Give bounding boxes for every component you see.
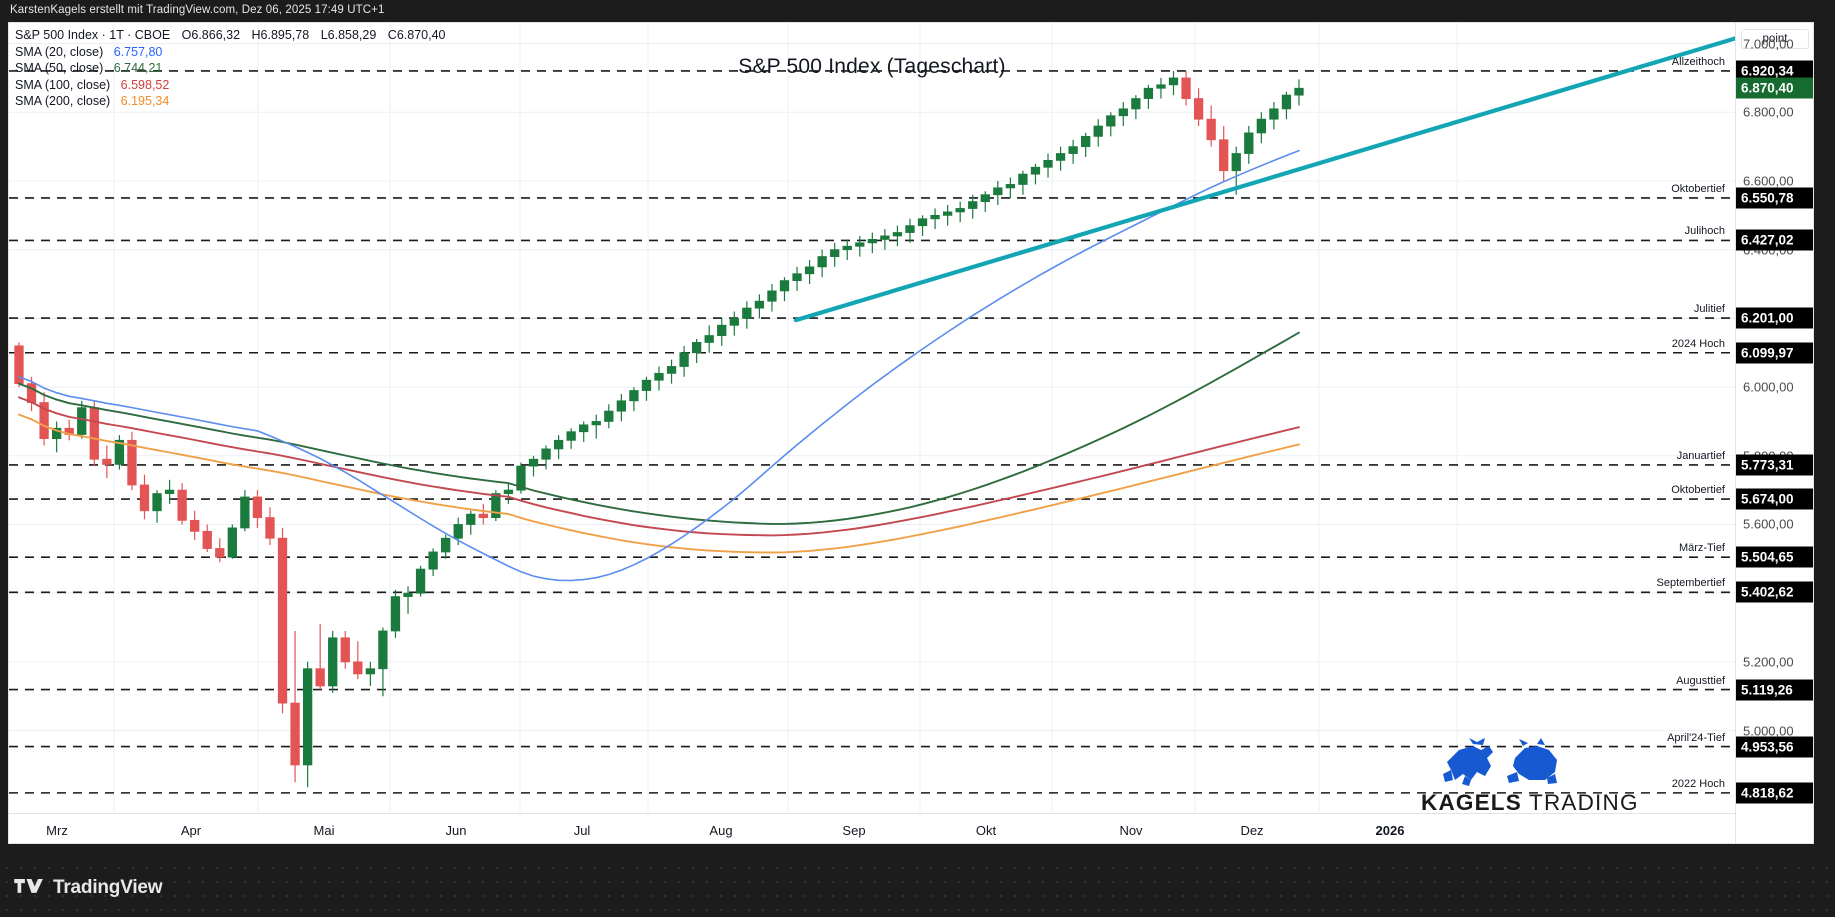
legend-sma200-value: 6.195,34 xyxy=(120,94,170,108)
time-axis-label: Jul xyxy=(573,823,591,838)
legend-sma20-value: 6.757,80 xyxy=(113,44,163,59)
time-axis-label: Aug xyxy=(709,823,733,838)
level-name-label: 2022 Hoch xyxy=(1671,777,1725,790)
kagels-wordmark: KAGELS TRADING xyxy=(1421,790,1639,816)
price-tick: 5.600,00 xyxy=(1743,516,1794,532)
time-axis-label: Dez xyxy=(1240,823,1264,838)
legend-sma50-row[interactable]: SMA (50, close) 6.744,21 xyxy=(15,60,445,77)
level-name-label: März-Tief xyxy=(1678,542,1725,555)
price-level-badge[interactable]: 6.427,02 xyxy=(1736,229,1813,251)
legend-symbol: S&P 500 Index · 1T · CBOE xyxy=(15,28,171,42)
level-name-label: Oktobertief xyxy=(1671,182,1725,195)
time-axis-label: 2026 xyxy=(1375,823,1405,838)
legend-sma50-label: SMA (50, close) xyxy=(15,61,104,75)
chart-panel[interactable]: S&P 500 Index (Tageschart) S&P 500 Index… xyxy=(8,22,1814,844)
chart-legend: S&P 500 Index · 1T · CBOE O6.866,32 H6.8… xyxy=(15,27,445,110)
tradingview-logo[interactable]: TradingView xyxy=(14,877,163,899)
time-axis-label: Nov xyxy=(1119,823,1143,838)
legend-sma100-row[interactable]: SMA (100, close) 6.598,52 xyxy=(15,77,445,94)
level-name-label: Julihoch xyxy=(1684,225,1725,238)
time-axis-label: Okt xyxy=(975,823,997,838)
price-tick: 7.000,00 xyxy=(1743,36,1794,52)
tradingview-mark-icon xyxy=(14,879,43,893)
price-level-badge[interactable]: 6.550,78 xyxy=(1736,187,1813,209)
price-unit-chip[interactable]: point xyxy=(1741,29,1809,49)
chart-plot-area[interactable] xyxy=(9,23,1735,813)
candlestick-chart-svg xyxy=(9,23,1735,813)
price-level-badge[interactable]: 4.818,62 xyxy=(1736,782,1813,804)
level-name-label: Julitief xyxy=(1693,303,1725,316)
level-name-label: Oktobertief xyxy=(1671,484,1725,497)
price-level-badge[interactable]: 6.201,00 xyxy=(1736,307,1813,329)
legend-open: O6.866,32 xyxy=(181,28,241,42)
price-level-badge[interactable]: 5.773,31 xyxy=(1736,454,1813,476)
price-tick: 6.000,00 xyxy=(1743,379,1794,395)
legend-sma200-label: SMA (200, close) xyxy=(15,94,111,108)
price-tick: 6.600,00 xyxy=(1743,173,1794,189)
trading-word: TRADING xyxy=(1521,790,1639,815)
legend-sma20-label: SMA (20, close) xyxy=(15,44,104,59)
kagels-trading-logo: KAGELS TRADING xyxy=(1421,736,1639,816)
price-axis[interactable]: point 7.000,006.800,006.600,006.400,006.… xyxy=(1735,23,1813,843)
legend-sma100-value: 6.598,52 xyxy=(120,77,170,92)
time-axis-label: Apr xyxy=(180,823,202,838)
price-level-badge[interactable]: 5.674,00 xyxy=(1736,488,1813,510)
price-level-badge[interactable]: 5.402,62 xyxy=(1736,581,1813,603)
price-level-badge[interactable]: 5.504,65 xyxy=(1736,546,1813,568)
level-name-label: Januartief xyxy=(1676,449,1725,462)
legend-sma200-row[interactable]: SMA (200, close) 6.195,34 xyxy=(15,93,445,110)
time-axis[interactable]: Mrz Apr Mai Jun Jul Aug Sep Okt Nov Dez 2026 xyxy=(9,813,1813,843)
legend-sma50-value: 6.744,21 xyxy=(113,61,163,75)
price-level-badge[interactable]: 6.920,34 xyxy=(1736,60,1813,82)
time-axis-label: Sep xyxy=(842,823,866,838)
time-axis-label: Mrz xyxy=(46,823,68,838)
level-name-label: April'24-Tief xyxy=(1667,731,1725,744)
level-name-label: Allzeithoch xyxy=(1671,55,1725,68)
last-price-badge[interactable]: 6.870,40 xyxy=(1736,77,1813,99)
price-level-badge[interactable]: 4.953,56 xyxy=(1736,736,1813,758)
page-title: S&P 500 Index (Tageschart) xyxy=(738,55,1006,78)
price-tick: 5.200,00 xyxy=(1743,654,1794,670)
level-name-label: Augusttief xyxy=(1676,674,1725,687)
legend-close: C6.870,40 xyxy=(387,28,446,42)
tradingview-footer-bar: TradingView xyxy=(0,861,1835,917)
attribution-bar: KarstenKagels erstellt mit TradingView.c… xyxy=(0,0,1835,20)
price-tick: 5.000,00 xyxy=(1743,723,1794,739)
legend-sma20-row[interactable]: SMA (20, close) 6.757,80 xyxy=(15,44,445,61)
level-name-label: Septembertief xyxy=(1656,577,1725,590)
legend-high: H6.895,78 xyxy=(251,28,310,42)
time-axis-label: Mai xyxy=(313,823,335,838)
price-tick: 6.800,00 xyxy=(1743,104,1794,120)
time-axis-label: Jun xyxy=(445,823,467,838)
price-level-badge[interactable]: 6.099,97 xyxy=(1736,342,1813,364)
bull-and-bear-icon xyxy=(1443,738,1557,786)
kagels-word: KAGELS xyxy=(1421,790,1522,815)
price-level-badge[interactable]: 5.119,26 xyxy=(1736,679,1813,701)
legend-symbol-row[interactable]: S&P 500 Index · 1T · CBOE O6.866,32 H6.8… xyxy=(15,27,445,44)
legend-low: L6.858,29 xyxy=(320,28,377,42)
legend-sma100-label: SMA (100, close) xyxy=(15,77,111,92)
level-name-label: 2024 Hoch xyxy=(1671,337,1725,350)
tradingview-wordmark: TradingView xyxy=(53,877,163,898)
